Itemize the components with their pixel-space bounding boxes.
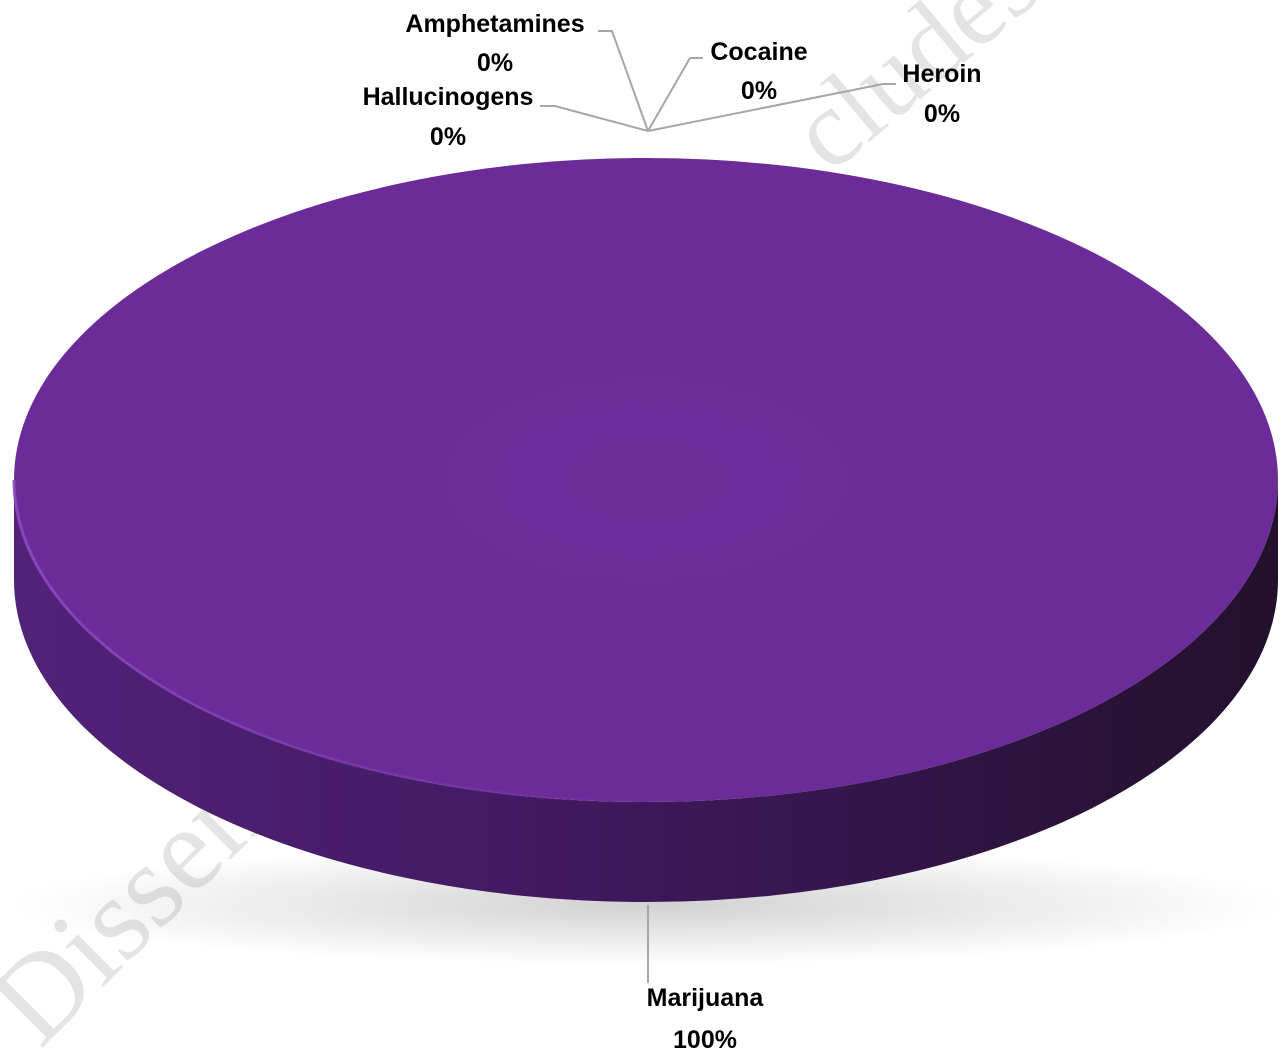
label-amphetamines-percent: 0% (477, 49, 513, 77)
label-amphetamines-name: Amphetamines (405, 10, 584, 38)
label-marijuana-name: Marijuana (647, 984, 765, 1012)
pie-slice-marijuana-side (14, 480, 1278, 902)
data-labels: Marijuana 100% Hallucinogens 0% Amphetam… (363, 10, 982, 1054)
label-heroin-name: Heroin (902, 60, 981, 88)
pie-rim-highlight (12, 479, 707, 803)
leader-line-amphetamines (598, 30, 649, 132)
pie-slice-marijuana (14, 158, 1278, 802)
label-cocaine-percent: 0% (741, 77, 777, 105)
label-hallucinogens-name: Hallucinogens (363, 83, 534, 111)
pie-shadow (8, 845, 1285, 965)
label-marijuana-percent: 100% (673, 1026, 737, 1054)
label-hallucinogens-percent: 0% (430, 123, 466, 151)
leader-lines (540, 30, 896, 983)
leader-line-cocaine (647, 57, 703, 132)
label-heroin-percent: 0% (924, 100, 960, 128)
leader-line-heroin (647, 83, 896, 132)
watermark-right: cludes (767, 0, 1061, 193)
leader-line-hallucinogens (540, 105, 649, 132)
label-cocaine-name: Cocaine (710, 38, 807, 66)
